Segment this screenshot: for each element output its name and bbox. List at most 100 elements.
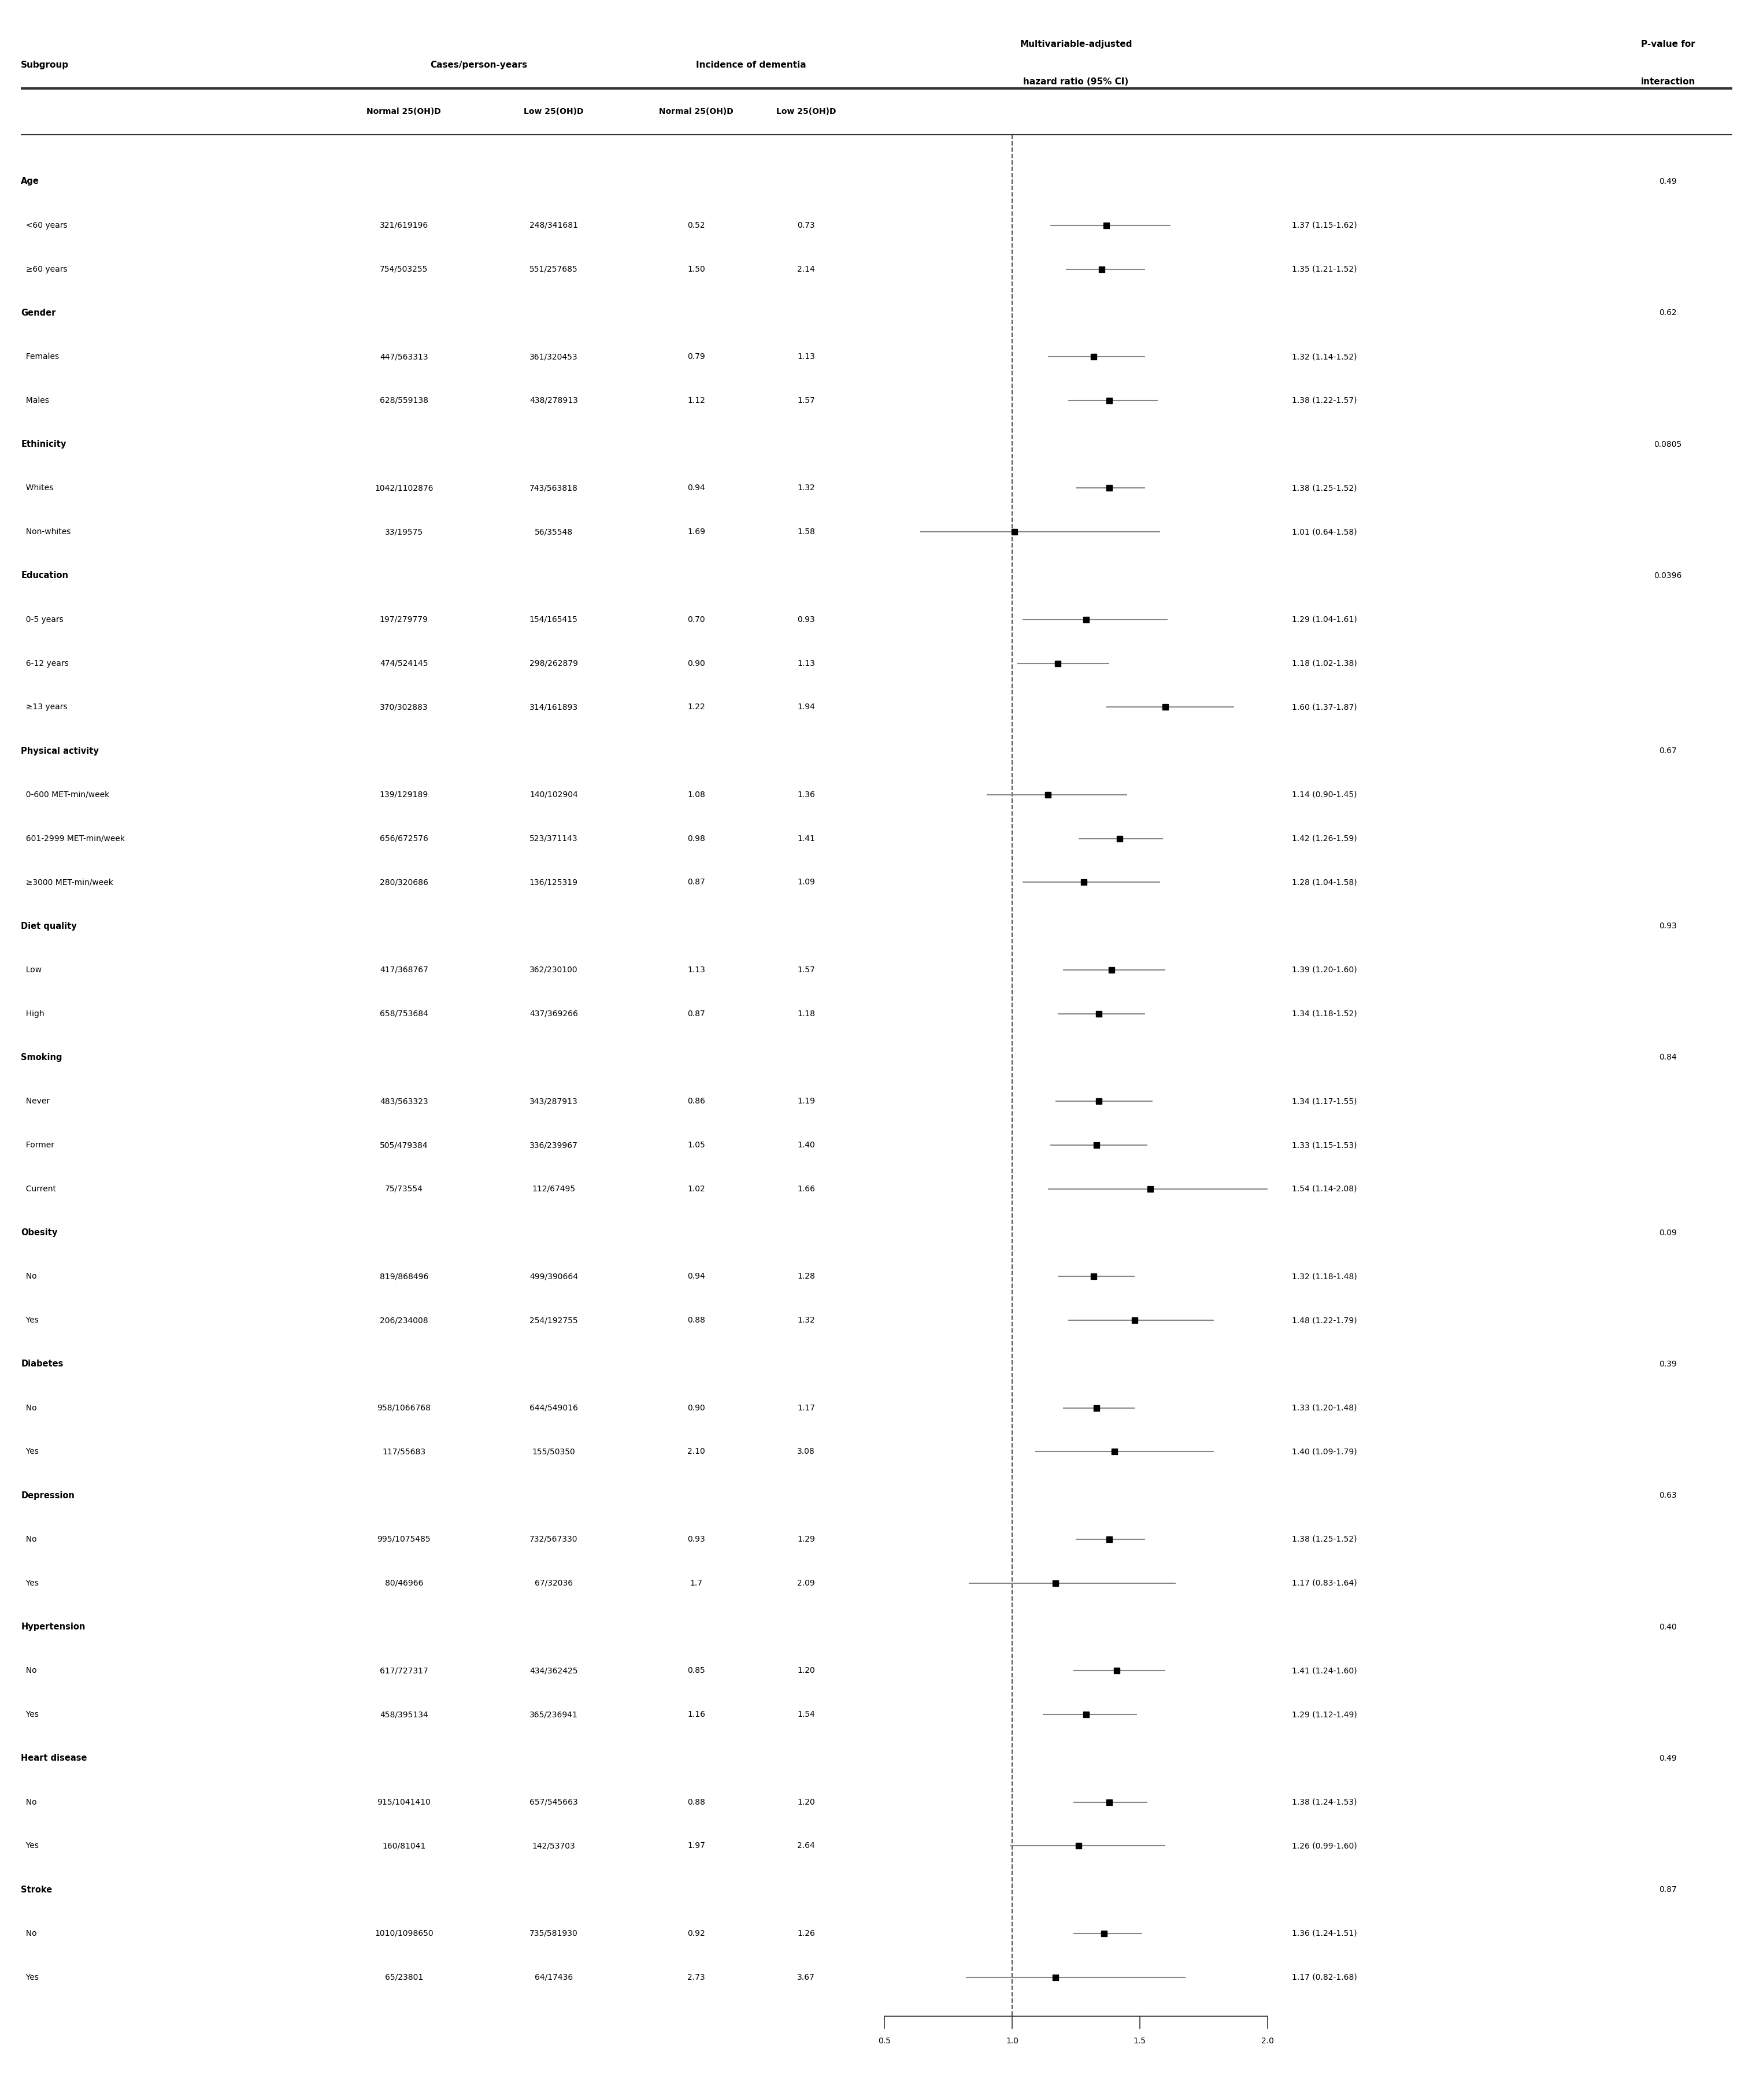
Text: 0.93: 0.93 xyxy=(797,615,815,624)
Text: 1.13: 1.13 xyxy=(688,966,705,974)
Text: 417/368767: 417/368767 xyxy=(380,966,428,974)
Text: 1.60 (1.37-1.87): 1.60 (1.37-1.87) xyxy=(1292,704,1356,712)
Text: 1.26: 1.26 xyxy=(797,1930,815,1938)
Text: Normal 25(OH)D: Normal 25(OH)D xyxy=(660,107,733,116)
Text: 1.39 (1.20-1.60): 1.39 (1.20-1.60) xyxy=(1292,966,1356,974)
Text: 298/262879: 298/262879 xyxy=(529,659,578,668)
Text: Incidence of dementia: Incidence of dementia xyxy=(696,61,806,69)
Text: Low: Low xyxy=(21,966,42,974)
Text: 819/868496: 819/868496 xyxy=(380,1273,428,1281)
Text: 1.29: 1.29 xyxy=(797,1535,815,1544)
Text: 0.90: 0.90 xyxy=(688,1405,705,1411)
Text: 1.57: 1.57 xyxy=(797,397,815,405)
Text: 80/46966: 80/46966 xyxy=(385,1579,423,1588)
Text: 6-12 years: 6-12 years xyxy=(21,659,68,668)
Text: Yes: Yes xyxy=(21,1712,38,1718)
Text: 1.50: 1.50 xyxy=(688,265,705,273)
Text: 0.09: 0.09 xyxy=(1659,1228,1677,1237)
Text: 154/165415: 154/165415 xyxy=(529,615,578,624)
Text: 644/549016: 644/549016 xyxy=(529,1405,578,1411)
Text: Yes: Yes xyxy=(21,1842,38,1850)
Text: 0-600 MET-min/week: 0-600 MET-min/week xyxy=(21,792,110,798)
Text: 160/81041: 160/81041 xyxy=(383,1842,425,1850)
Text: 1.33 (1.15-1.53): 1.33 (1.15-1.53) xyxy=(1292,1140,1356,1149)
Text: 0.88: 0.88 xyxy=(688,1798,705,1806)
Text: 321/619196: 321/619196 xyxy=(380,220,428,229)
Text: 1.36: 1.36 xyxy=(797,792,815,798)
Text: 505/479384: 505/479384 xyxy=(380,1140,428,1149)
Text: hazard ratio (95% CI): hazard ratio (95% CI) xyxy=(1024,78,1128,86)
Text: 1.38 (1.24-1.53): 1.38 (1.24-1.53) xyxy=(1292,1798,1356,1806)
Text: 1.29 (1.04-1.61): 1.29 (1.04-1.61) xyxy=(1292,615,1356,624)
Text: No: No xyxy=(21,1405,37,1411)
Text: 0.94: 0.94 xyxy=(688,485,705,491)
Text: 1.16: 1.16 xyxy=(688,1712,705,1718)
Text: Depression: Depression xyxy=(21,1491,75,1499)
Text: 206/234008: 206/234008 xyxy=(380,1317,428,1325)
Text: 1.48 (1.22-1.79): 1.48 (1.22-1.79) xyxy=(1292,1317,1356,1325)
Text: 140/102904: 140/102904 xyxy=(529,792,578,798)
Text: 0.49: 0.49 xyxy=(1659,179,1677,185)
Text: ≥3000 MET-min/week: ≥3000 MET-min/week xyxy=(21,878,113,886)
Text: 0.85: 0.85 xyxy=(688,1667,705,1674)
Text: 1.01 (0.64-1.58): 1.01 (0.64-1.58) xyxy=(1292,527,1356,536)
Text: 155/50350: 155/50350 xyxy=(533,1447,575,1455)
Text: 1.36 (1.24-1.51): 1.36 (1.24-1.51) xyxy=(1292,1930,1356,1938)
Text: 0.52: 0.52 xyxy=(688,220,705,229)
Text: 656/672576: 656/672576 xyxy=(380,834,428,842)
Text: Yes: Yes xyxy=(21,1447,38,1455)
Text: 735/581930: 735/581930 xyxy=(529,1930,578,1938)
Text: Smoking: Smoking xyxy=(21,1054,63,1063)
Text: 1.54: 1.54 xyxy=(797,1712,815,1718)
Text: 1.09: 1.09 xyxy=(797,878,815,886)
Text: 1.08: 1.08 xyxy=(688,792,705,798)
Text: 0.0396: 0.0396 xyxy=(1654,571,1682,580)
Text: Stroke: Stroke xyxy=(21,1886,52,1894)
Text: No: No xyxy=(21,1798,37,1806)
Text: Never: Never xyxy=(21,1098,50,1105)
Text: Diet quality: Diet quality xyxy=(21,922,77,930)
Text: 280/320686: 280/320686 xyxy=(380,878,428,886)
Text: 1.40 (1.09-1.79): 1.40 (1.09-1.79) xyxy=(1292,1447,1356,1455)
Text: 2.09: 2.09 xyxy=(797,1579,815,1588)
Text: 0.86: 0.86 xyxy=(688,1098,705,1105)
Text: 0.98: 0.98 xyxy=(688,834,705,842)
Text: 1.17 (0.83-1.64): 1.17 (0.83-1.64) xyxy=(1292,1579,1356,1588)
Text: 65/23801: 65/23801 xyxy=(385,1974,423,1980)
Text: 958/1066768: 958/1066768 xyxy=(378,1405,430,1411)
Text: Yes: Yes xyxy=(21,1579,38,1588)
Text: 1.34 (1.17-1.55): 1.34 (1.17-1.55) xyxy=(1292,1098,1356,1105)
Text: Whites: Whites xyxy=(21,485,54,491)
Text: 1.32: 1.32 xyxy=(797,1317,815,1325)
Text: 1.18: 1.18 xyxy=(797,1010,815,1018)
Text: Physical activity: Physical activity xyxy=(21,748,99,756)
Text: 1.20: 1.20 xyxy=(797,1667,815,1674)
Text: 1.02: 1.02 xyxy=(688,1184,705,1193)
Text: 248/341681: 248/341681 xyxy=(529,220,578,229)
Text: Non-whites: Non-whites xyxy=(21,527,71,536)
Text: No: No xyxy=(21,1535,37,1544)
Text: 2.14: 2.14 xyxy=(797,265,815,273)
Text: 1.32 (1.14-1.52): 1.32 (1.14-1.52) xyxy=(1292,353,1356,361)
Text: 142/53703: 142/53703 xyxy=(533,1842,575,1850)
Text: 1.7: 1.7 xyxy=(689,1579,703,1588)
Text: 2.64: 2.64 xyxy=(797,1842,815,1850)
Text: 0.40: 0.40 xyxy=(1659,1623,1677,1632)
Text: Yes: Yes xyxy=(21,1317,38,1325)
Text: 1.34 (1.18-1.52): 1.34 (1.18-1.52) xyxy=(1292,1010,1356,1018)
Text: 0.92: 0.92 xyxy=(688,1930,705,1938)
Text: 0.39: 0.39 xyxy=(1659,1361,1677,1367)
Text: 0-5 years: 0-5 years xyxy=(21,615,63,624)
Text: 1.57: 1.57 xyxy=(797,966,815,974)
Text: 732/567330: 732/567330 xyxy=(529,1535,578,1544)
Text: 0.5: 0.5 xyxy=(877,2037,891,2045)
Text: 1.58: 1.58 xyxy=(797,527,815,536)
Text: 438/278913: 438/278913 xyxy=(529,397,578,405)
Text: No: No xyxy=(21,1930,37,1938)
Text: Obesity: Obesity xyxy=(21,1228,57,1237)
Text: 0.87: 0.87 xyxy=(688,878,705,886)
Text: 437/369266: 437/369266 xyxy=(529,1010,578,1018)
Text: 1.69: 1.69 xyxy=(688,527,705,536)
Text: 483/563323: 483/563323 xyxy=(380,1098,428,1105)
Text: 0.87: 0.87 xyxy=(688,1010,705,1018)
